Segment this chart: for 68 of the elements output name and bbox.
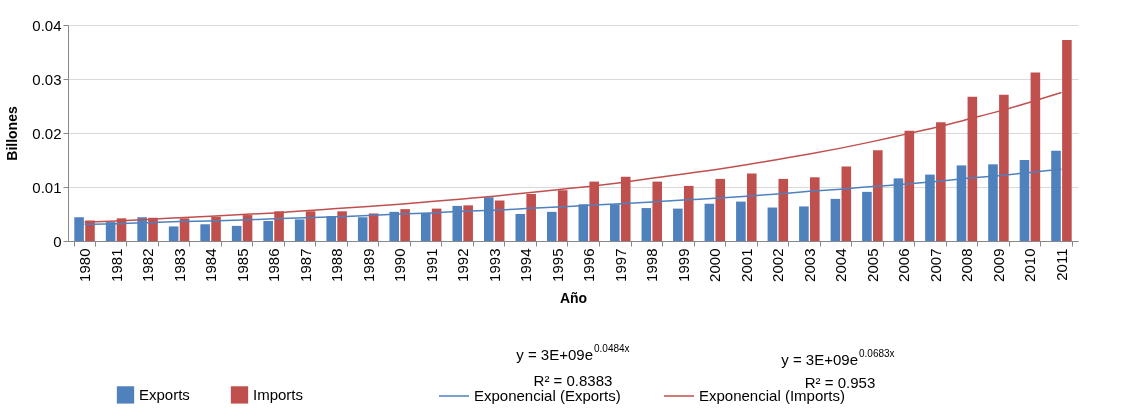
- bar: [704, 203, 715, 241]
- x-tick-label: 2004: [832, 248, 850, 282]
- x-tick-label: 2008: [958, 248, 976, 282]
- x-tick-label: 2010: [1021, 248, 1039, 282]
- bar: [200, 224, 210, 241]
- x-tick-label: 1995: [548, 248, 566, 282]
- bar: [715, 178, 726, 241]
- x-tick-label: 1982: [139, 248, 157, 282]
- text: R² = 0.8383: [533, 372, 613, 389]
- x-tick-label: 2011: [1052, 248, 1070, 281]
- x-tick-label: 2009: [989, 248, 1007, 282]
- x-tick-label: 1999: [674, 248, 692, 282]
- bar: [810, 177, 820, 241]
- x-tick-label: 1987: [296, 248, 314, 282]
- x-tick-label: 1983: [170, 248, 188, 282]
- bar: [746, 173, 757, 241]
- y-tick-label: 0.01: [32, 178, 62, 196]
- x-tick-label: 2001: [737, 248, 755, 282]
- y-tick-label: 0.03: [32, 70, 62, 88]
- x-tick-label: 2003: [800, 248, 818, 282]
- bar: [400, 209, 410, 241]
- bar: [799, 206, 809, 241]
- bar: [683, 185, 694, 241]
- x-tick-label: 1986: [265, 248, 283, 282]
- bar: [463, 205, 473, 241]
- x-tick-label: 1998: [643, 248, 661, 282]
- bar: [368, 213, 379, 241]
- bar: [515, 214, 526, 241]
- bar: [673, 208, 683, 241]
- y-axis-title: Billones: [4, 106, 21, 161]
- y-tick-label: 0.02: [32, 124, 62, 142]
- bar: [168, 226, 179, 241]
- x-tick-label: 2007: [926, 248, 944, 282]
- x-tick-label: 2005: [863, 248, 881, 282]
- bar: [641, 208, 652, 241]
- x-tick-label: 1984: [202, 248, 220, 282]
- bar: [841, 166, 852, 241]
- x-tick-label: 1991: [422, 248, 440, 282]
- x-tick-label: 2000: [706, 248, 724, 282]
- bar: [547, 211, 557, 241]
- x-tick-label: 1996: [580, 248, 598, 282]
- bar: [830, 198, 841, 241]
- bar: [652, 181, 663, 241]
- x-tick-label: 1981: [107, 248, 125, 282]
- x-axis-title: Año: [559, 289, 588, 306]
- x-tick-label: 1997: [611, 248, 629, 282]
- legend-label: Exports: [139, 385, 190, 403]
- x-tick-label: 1992: [454, 248, 472, 282]
- bar: [337, 211, 347, 241]
- x-tick-label: 1989: [359, 248, 377, 282]
- x-tick-label: 1990: [391, 248, 409, 282]
- x-tick-label: 2002: [769, 248, 787, 282]
- bar: [736, 201, 746, 241]
- bar: [231, 225, 242, 241]
- x-tick-label: 2006: [895, 248, 913, 282]
- x-tick-label: 1988: [328, 248, 346, 282]
- x-tick-label: 1985: [233, 248, 251, 282]
- y-tick-label: 0.04: [32, 16, 62, 34]
- x-tick-label: 1980: [76, 248, 94, 282]
- legend-label: Exponencial (Exports): [474, 387, 621, 404]
- y-tick-label: 0: [53, 232, 62, 250]
- bar: [873, 150, 883, 241]
- legend-label: Imports: [253, 385, 304, 403]
- bar: [767, 207, 778, 241]
- bar: [862, 191, 872, 241]
- bar: [778, 178, 789, 241]
- x-tick-label: 1993: [485, 248, 503, 282]
- x-tick-label: 1994: [517, 248, 535, 282]
